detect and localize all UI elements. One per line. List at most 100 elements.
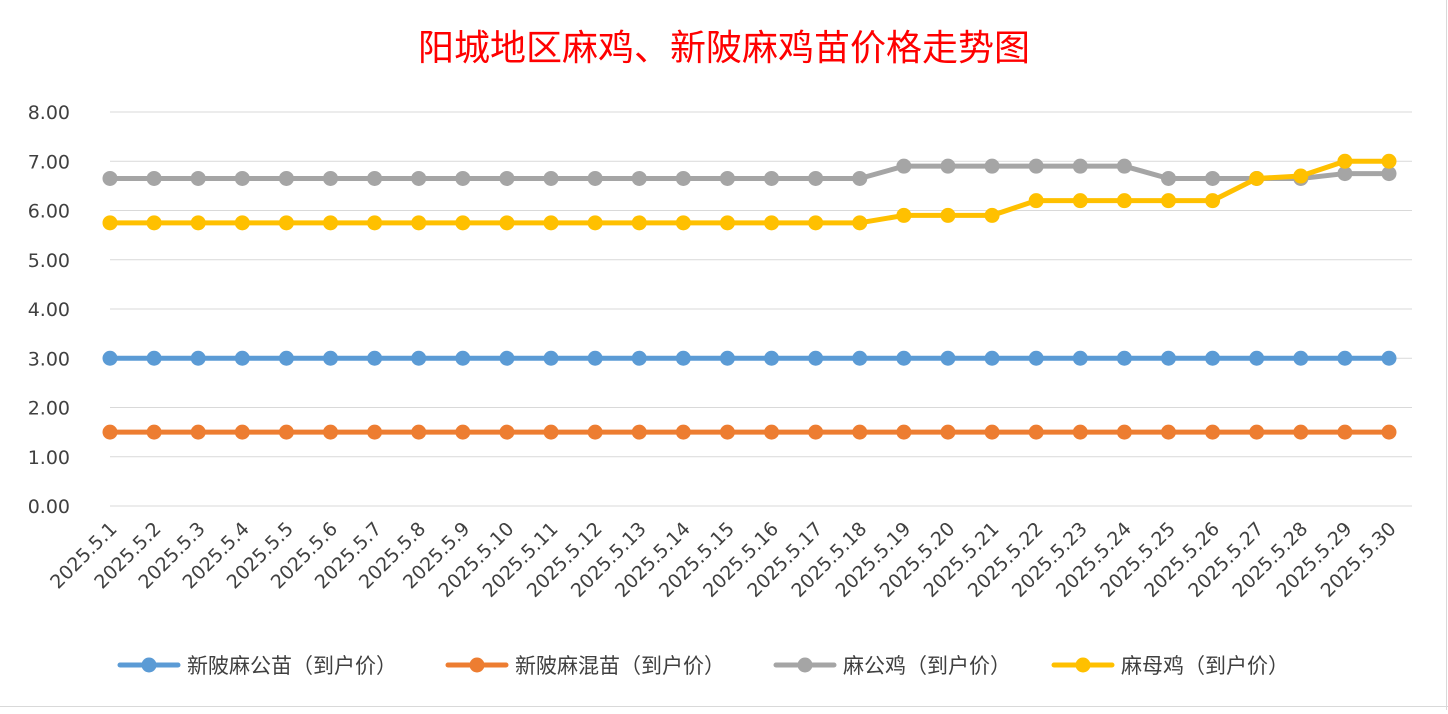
y-tick-label: 8.00 bbox=[28, 102, 70, 124]
data-point bbox=[940, 207, 956, 223]
series-3 bbox=[102, 158, 1397, 186]
y-tick-label: 6.00 bbox=[28, 201, 70, 223]
data-point bbox=[190, 350, 206, 366]
data-point bbox=[1205, 170, 1221, 186]
data-point bbox=[940, 158, 956, 174]
data-point bbox=[367, 350, 383, 366]
data-point bbox=[367, 215, 383, 231]
legend-marker bbox=[797, 657, 813, 673]
data-point bbox=[852, 350, 868, 366]
legend-marker bbox=[141, 657, 157, 673]
y-tick-label: 7.00 bbox=[28, 151, 70, 173]
data-point bbox=[323, 215, 339, 231]
data-point bbox=[278, 350, 294, 366]
legend-item: 麻母鸡（到户价） bbox=[1051, 654, 1289, 678]
legend-label: 新陂麻公苗（到户价） bbox=[187, 654, 397, 678]
y-tick-label: 2.00 bbox=[28, 398, 70, 420]
data-point bbox=[102, 350, 118, 366]
data-point bbox=[102, 170, 118, 186]
legend-item: 新陂麻公苗（到户价） bbox=[117, 654, 397, 678]
data-point bbox=[675, 215, 691, 231]
data-point bbox=[631, 350, 647, 366]
data-point bbox=[852, 215, 868, 231]
legend: 新陂麻公苗（到户价） 新陂麻混苗（到户价） 麻公鸡（到户价） 麻母鸡（到户价） bbox=[117, 654, 1289, 678]
data-point bbox=[896, 350, 912, 366]
series-line bbox=[107, 158, 1392, 226]
data-point bbox=[455, 215, 471, 231]
data-point bbox=[499, 350, 515, 366]
legend-label: 新陂麻混苗（到户价） bbox=[515, 654, 725, 678]
data-point bbox=[719, 424, 735, 440]
data-point bbox=[1249, 424, 1265, 440]
legend-marker bbox=[1075, 657, 1091, 673]
data-point bbox=[323, 350, 339, 366]
data-point bbox=[234, 424, 250, 440]
data-point bbox=[146, 170, 162, 186]
legend-item: 新陂麻混苗（到户价） bbox=[445, 654, 725, 678]
data-point bbox=[543, 350, 559, 366]
data-point bbox=[1205, 424, 1221, 440]
legend-item: 麻公鸡（到户价） bbox=[773, 654, 1011, 678]
data-point bbox=[234, 170, 250, 186]
data-point bbox=[278, 215, 294, 231]
data-point bbox=[1160, 424, 1176, 440]
data-point bbox=[1293, 350, 1309, 366]
data-point bbox=[764, 424, 780, 440]
chart-title: 阳城地区麻鸡、新陂麻鸡苗价格走势图 bbox=[418, 28, 1030, 69]
data-point bbox=[631, 170, 647, 186]
data-point bbox=[764, 350, 780, 366]
data-point bbox=[499, 424, 515, 440]
data-point bbox=[587, 424, 603, 440]
data-point bbox=[234, 350, 250, 366]
data-point bbox=[1072, 424, 1088, 440]
data-point bbox=[719, 350, 735, 366]
data-point bbox=[764, 170, 780, 186]
data-point bbox=[543, 215, 559, 231]
data-point bbox=[1160, 193, 1176, 209]
data-point bbox=[587, 350, 603, 366]
data-point bbox=[808, 215, 824, 231]
data-point bbox=[499, 170, 515, 186]
data-point bbox=[675, 350, 691, 366]
data-point bbox=[984, 424, 1000, 440]
data-point bbox=[675, 424, 691, 440]
series-1 bbox=[102, 350, 1397, 366]
data-point bbox=[808, 170, 824, 186]
data-point bbox=[411, 170, 427, 186]
data-point bbox=[102, 424, 118, 440]
data-point bbox=[411, 424, 427, 440]
legend-marker bbox=[469, 657, 485, 673]
frame-border-right bbox=[1446, 0, 1447, 710]
data-point bbox=[631, 424, 647, 440]
data-point bbox=[499, 215, 515, 231]
data-point bbox=[1028, 424, 1044, 440]
data-point bbox=[455, 170, 471, 186]
data-point bbox=[323, 170, 339, 186]
data-point bbox=[984, 350, 1000, 366]
data-point bbox=[1028, 350, 1044, 366]
data-point bbox=[587, 215, 603, 231]
data-point bbox=[808, 350, 824, 366]
data-point bbox=[1072, 350, 1088, 366]
data-point bbox=[631, 215, 647, 231]
data-point bbox=[1160, 350, 1176, 366]
data-point bbox=[808, 424, 824, 440]
data-point bbox=[411, 215, 427, 231]
data-point bbox=[719, 170, 735, 186]
data-point bbox=[190, 424, 206, 440]
legend-label: 麻母鸡（到户价） bbox=[1121, 654, 1289, 678]
data-point bbox=[543, 170, 559, 186]
data-point bbox=[1116, 158, 1132, 174]
data-point bbox=[278, 424, 294, 440]
data-point bbox=[1337, 350, 1353, 366]
series-lines bbox=[102, 153, 1397, 440]
data-point bbox=[1337, 166, 1353, 182]
data-point bbox=[1028, 193, 1044, 209]
y-tick-label: 4.00 bbox=[28, 299, 70, 321]
data-point bbox=[278, 170, 294, 186]
data-point bbox=[852, 170, 868, 186]
data-point bbox=[1116, 193, 1132, 209]
data-point bbox=[764, 215, 780, 231]
